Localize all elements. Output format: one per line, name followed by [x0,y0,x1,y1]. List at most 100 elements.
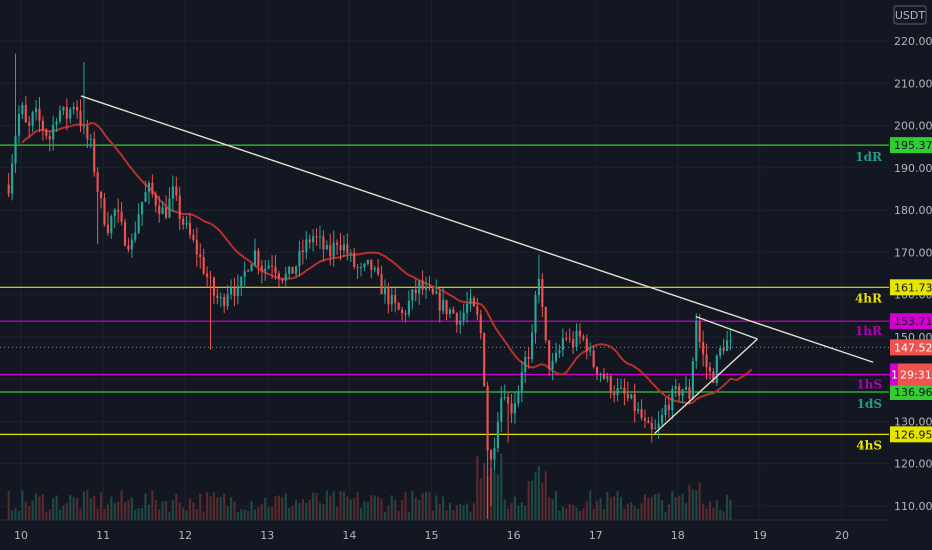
candle-body [359,267,363,269]
volume-bar [695,489,698,520]
volume-bar [712,507,715,520]
candle-body [99,191,103,199]
level-label-1dS: 1dS [857,397,882,411]
candle-body [500,397,503,422]
candle-body [520,372,523,392]
candle-body [366,259,369,264]
candle-body [691,361,694,399]
candle-body [305,239,308,253]
volume-bar [93,496,96,520]
candle-body [79,110,82,127]
volume-bar [353,497,356,520]
candle-body [137,214,140,233]
volume-bar [387,505,390,520]
candle-body [141,201,144,215]
volume-bar [619,496,623,520]
candle-body [284,274,287,281]
candle-body [606,376,609,379]
price-tag-1dR: 195.370 [894,139,932,152]
candle-body [154,194,157,206]
candle-body [212,277,215,296]
candle-body [14,135,17,164]
volume-bar [24,501,27,520]
candle-body [58,110,62,122]
volume-bar [633,505,636,520]
y-tick-label: 120.000 [894,458,932,471]
volume-bar [48,509,51,520]
volume-bar [448,502,452,520]
volume-bar [664,511,667,520]
volume-bar [277,495,280,520]
trendline-downtrend[interactable] [80,95,874,363]
candle-body [48,135,51,140]
candle-body [110,216,113,234]
volume-bar [719,509,722,520]
volume-bar [34,493,38,520]
candle-body [291,266,294,274]
volume-bar [96,508,99,520]
x-tick-label: 14 [342,529,356,542]
volume-bar [72,497,75,520]
volume-bar [647,497,650,520]
candle-body [373,267,376,270]
candle-body [175,186,178,196]
volume-bar [503,499,506,520]
volume-bar [537,466,540,520]
volume-bar [308,499,311,520]
volume-bar [206,491,209,520]
candle-body [257,250,260,266]
volume-bar [363,501,366,520]
trendline-upper-short[interactable] [695,315,758,340]
trendline-uptrend[interactable] [654,338,758,434]
candle-body [117,209,120,212]
candle-body [452,309,455,314]
candle-body [277,273,280,280]
volume-bar [144,493,147,520]
volume-bar [572,504,575,520]
candle-body [41,120,44,130]
volume-bar [164,500,168,520]
volume-bar [657,493,660,520]
candle-body [312,236,315,243]
volume-bar [339,490,342,520]
volume-bar [175,493,178,520]
candle-body [695,320,698,362]
candle-body [144,192,147,202]
volume-bar [616,491,619,520]
candle-body [185,222,188,225]
price-axis[interactable]: USDT110.000120.000130.000140.000150.0001… [889,0,932,550]
time-axis[interactable]: 10 11 12 13 14 15 16 17 18 19 20 [0,519,889,542]
volume-bar [602,509,605,520]
candle-body [178,195,181,219]
candle-body [561,338,564,351]
candle-body [298,250,301,267]
trendlines[interactable] [80,95,874,434]
volume-bar [223,493,226,520]
volume-bar [38,496,41,520]
price-tag-1dR-bg [890,137,932,154]
volume-bar [236,511,239,520]
volume-bar [725,495,729,520]
volume-bar [541,482,544,520]
volume-bar [147,504,150,520]
volume-bar [377,496,380,520]
volume-bar [500,453,503,520]
volume-bar [534,471,537,520]
currency-label: USDT [895,9,926,22]
candle-body [609,376,612,393]
volume-bar [630,502,633,520]
volume-bar [127,499,130,520]
volume-bar [325,490,328,520]
volume-bar [291,505,294,520]
volume-bar [606,491,609,520]
candle-body [96,172,99,192]
currency-badge[interactable] [893,5,927,25]
candle-body [226,294,229,307]
candle-body [654,428,657,430]
volume-bar [524,505,527,520]
candle-body [288,266,291,275]
volume-bar [578,511,582,520]
candle-body [89,138,92,140]
